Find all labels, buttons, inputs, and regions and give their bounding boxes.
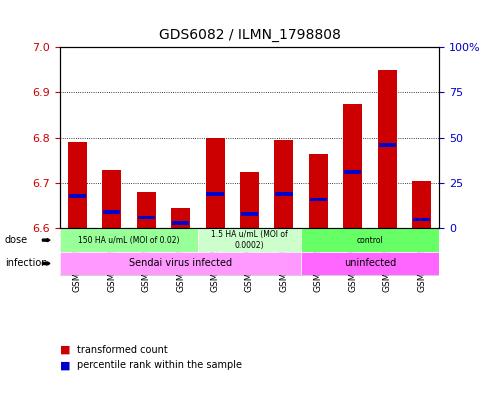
Text: infection: infection [5,259,47,268]
Text: GDS6082 / ILMN_1798808: GDS6082 / ILMN_1798808 [159,28,340,42]
Bar [138,216,155,219]
Bar [103,210,120,214]
Text: percentile rank within the sample: percentile rank within the sample [77,360,243,371]
Bar [241,212,258,216]
Bar [68,142,87,228]
Bar [102,169,121,228]
Bar [310,198,327,201]
FancyBboxPatch shape [198,228,301,252]
Text: uninfected: uninfected [344,259,396,268]
Text: ■: ■ [60,345,70,355]
Bar [137,192,156,228]
Text: 1.5 HA u/mL (MOI of
0.0002): 1.5 HA u/mL (MOI of 0.0002) [211,230,288,250]
FancyBboxPatch shape [301,228,439,252]
Bar [207,192,224,196]
Bar [240,172,259,228]
Bar [68,194,86,198]
Text: control: control [357,236,384,244]
Bar [378,70,397,228]
Bar [206,138,225,228]
Text: Sendai virus infected: Sendai virus infected [129,259,232,268]
Bar [344,171,361,174]
Bar [379,143,396,147]
Bar [413,218,431,221]
Bar [412,181,431,228]
FancyBboxPatch shape [60,252,301,275]
Bar [275,192,292,196]
Bar [274,140,293,228]
FancyBboxPatch shape [60,228,198,252]
Text: 150 HA u/mL (MOI of 0.02): 150 HA u/mL (MOI of 0.02) [78,236,180,244]
Bar [172,221,189,225]
FancyBboxPatch shape [301,252,439,275]
Text: transformed count: transformed count [77,345,168,355]
Text: dose: dose [5,235,28,245]
Bar [343,104,362,228]
Bar [309,154,328,228]
Text: ■: ■ [60,360,70,371]
Bar [171,208,190,228]
